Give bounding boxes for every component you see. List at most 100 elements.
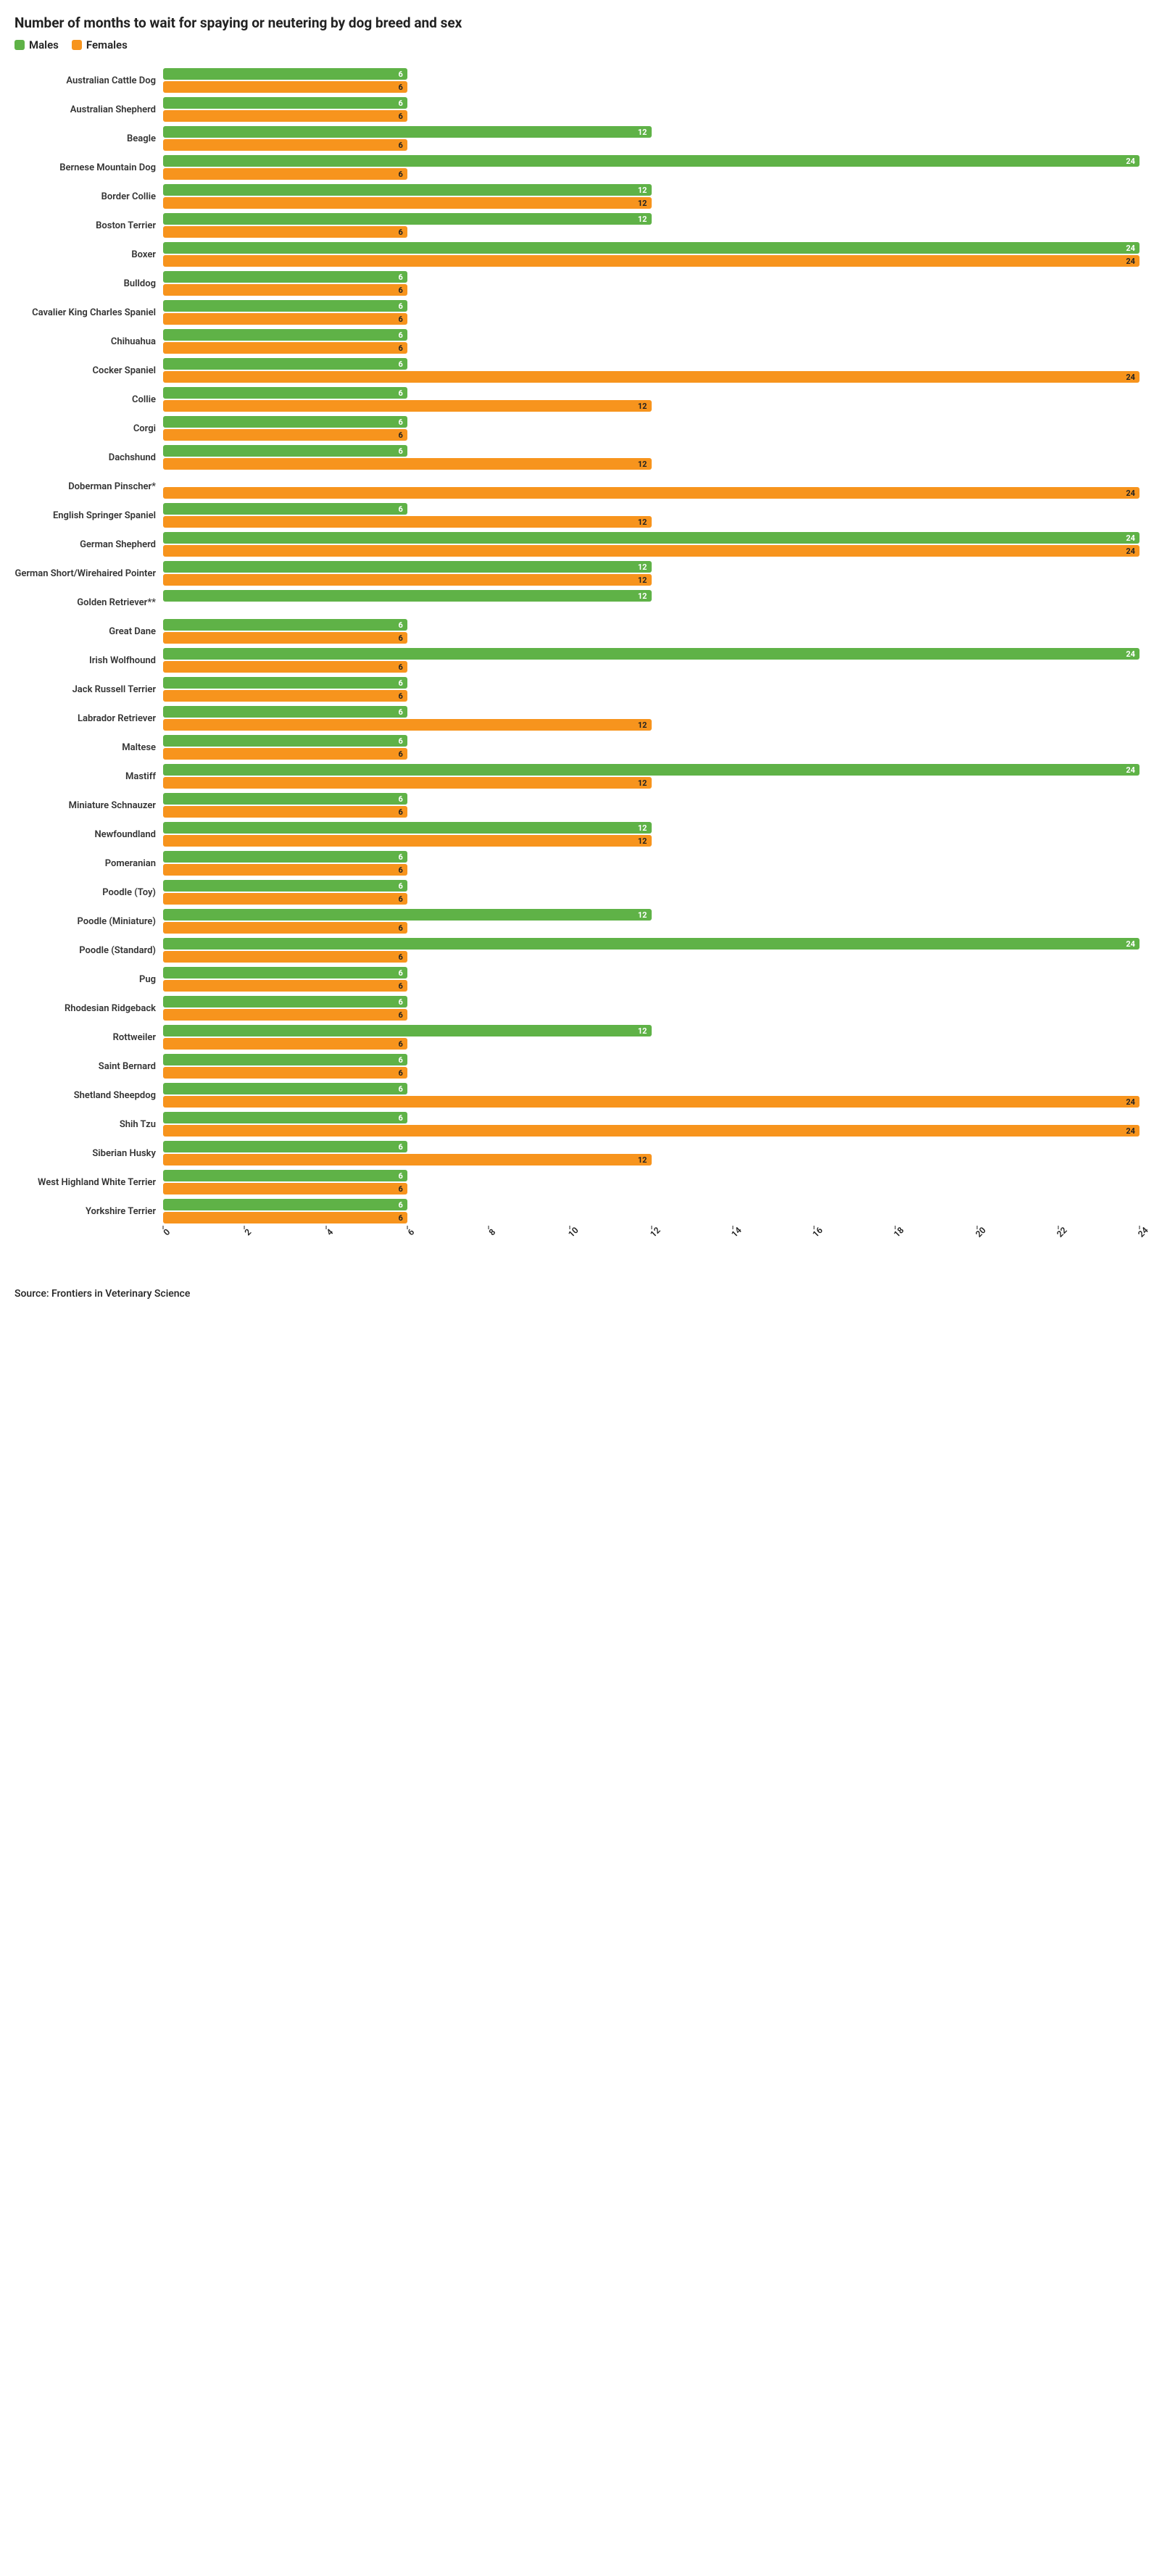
bar-male-value: 6: [398, 1084, 402, 1094]
bar-female: 6: [163, 806, 407, 818]
breed-bars: 1212: [163, 559, 1140, 588]
bar-female-value: 6: [398, 1213, 402, 1223]
breed-bars: 2412: [163, 762, 1140, 791]
bar-female-value: 12: [638, 1155, 647, 1165]
bar-male-value: 6: [398, 99, 402, 108]
bar-female: 12: [163, 777, 652, 789]
bar-male-value: 12: [638, 823, 647, 833]
breed-label: Doberman Pinscher*: [14, 481, 163, 492]
legend-item-males: Males: [14, 38, 59, 51]
breed-bars: 6 24: [163, 1110, 1140, 1139]
x-tick-label: 2: [243, 1227, 254, 1238]
breed-bars: 66: [163, 791, 1140, 820]
bar-female-empty: [163, 603, 1140, 615]
bar-male: 24: [163, 648, 1140, 660]
bar-male-value: 6: [398, 1113, 402, 1123]
bar-female: 6: [163, 226, 407, 238]
bar-female-value: 6: [398, 749, 402, 759]
bar-male-value: 6: [398, 881, 402, 891]
breed-bars: 66: [163, 95, 1140, 124]
bar-female: 12: [163, 197, 652, 209]
breed-row: Poodle (Standard)246: [14, 936, 1140, 965]
x-tick-label: 18: [892, 1225, 906, 1239]
bar-female-value: 12: [638, 720, 647, 730]
bar-male-value: 6: [398, 1142, 402, 1152]
breed-bars: 6 12: [163, 704, 1140, 733]
breed-row: Great Dane66: [14, 617, 1140, 646]
bar-male-value: 6: [398, 794, 402, 804]
bar-male-value: 12: [638, 128, 647, 137]
breed-bars: 66: [163, 269, 1140, 298]
breed-bars: 6 12: [163, 1139, 1140, 1168]
breed-row: English Springer Spaniel612: [14, 501, 1140, 530]
bar-female-value: 6: [398, 83, 402, 92]
breed-label: Pomeranian: [14, 858, 163, 869]
bar-female: 6: [163, 284, 407, 296]
bar-female: 12: [163, 719, 652, 731]
bar-male: 6: [163, 706, 407, 718]
bar-female-value: 6: [398, 286, 402, 295]
bar-male: 12: [163, 561, 652, 573]
breed-row: Border Collie1212: [14, 182, 1140, 211]
bar-male: 6: [163, 1112, 407, 1123]
breed-label: Labrador Retriever: [14, 713, 163, 724]
breed-bars: 66: [163, 298, 1140, 327]
breed-row: German Short/Wirehaired Pointer1212: [14, 559, 1140, 588]
breed-bars: 624: [163, 356, 1140, 385]
x-tick-label: 16: [810, 1225, 825, 1239]
bar-male-empty: [163, 474, 1140, 486]
bar-female-value: 6: [398, 865, 402, 875]
breed-label: Cavalier King Charles Spaniel: [14, 307, 163, 318]
legend-swatch-males: [14, 40, 25, 50]
breed-row: Beagle126: [14, 124, 1140, 153]
breed-row: Jack Russell Terrier66: [14, 675, 1140, 704]
legend-label-females: Females: [86, 38, 128, 51]
breed-row: Pug66: [14, 965, 1140, 994]
bar-female: 6: [163, 748, 407, 760]
breed-row: Poodle (Toy)66: [14, 878, 1140, 907]
bar-male-value: 6: [398, 302, 402, 311]
x-axis-spacer: [14, 1229, 163, 1246]
bar-female: 6: [163, 1183, 407, 1194]
breed-row: Australian Shepherd66: [14, 95, 1140, 124]
bar-female-value: 12: [638, 460, 647, 469]
x-tick-label: 14: [729, 1225, 744, 1239]
bar-male: 12: [163, 909, 652, 921]
chart-title: Number of months to wait for spaying or …: [14, 14, 1140, 31]
breed-row: West Highland White Terrier66: [14, 1168, 1140, 1197]
breed-bars: 24: [163, 472, 1140, 501]
bar-female-value: 12: [638, 402, 647, 411]
bar-male-value: 12: [638, 591, 647, 601]
bar-female: 12: [163, 458, 652, 470]
bar-female-value: 24: [1126, 547, 1135, 556]
breed-bars: 66: [163, 1052, 1140, 1081]
bar-male-value: 6: [398, 968, 402, 978]
chart-plot-area: Australian Cattle Dog66Australian Shephe…: [14, 66, 1140, 1268]
breed-row: Labrador Retriever6 12: [14, 704, 1140, 733]
breed-bars: 2424: [163, 530, 1140, 559]
bar-male: 6: [163, 793, 407, 805]
bar-female-value: 24: [1126, 1126, 1135, 1136]
bar-female: 6: [163, 632, 407, 644]
breed-row: Australian Cattle Dog66: [14, 66, 1140, 95]
bar-female-value: 6: [398, 228, 402, 237]
bar-male: 24: [163, 155, 1140, 167]
breed-bars: 612: [163, 443, 1140, 472]
x-tick-label: 24: [1136, 1225, 1150, 1239]
bar-female: 6: [163, 110, 407, 122]
bar-male-value: 6: [398, 331, 402, 340]
breed-label: West Highland White Terrier: [14, 1177, 163, 1188]
legend-label-males: Males: [29, 38, 59, 51]
bar-male-value: 6: [398, 736, 402, 746]
bar-female: 12: [163, 835, 652, 847]
breed-bars: 1212: [163, 182, 1140, 211]
breed-label: Beagle: [14, 133, 163, 144]
breed-row: Poodle (Miniature)126: [14, 907, 1140, 936]
bar-female-value: 6: [398, 170, 402, 179]
bar-male-value: 6: [398, 620, 402, 630]
bar-male-value: 6: [398, 389, 402, 398]
breed-bars: 66: [163, 617, 1140, 646]
bar-female: 6: [163, 81, 407, 93]
breed-bars: 246: [163, 646, 1140, 675]
bar-male: 6: [163, 1199, 407, 1210]
